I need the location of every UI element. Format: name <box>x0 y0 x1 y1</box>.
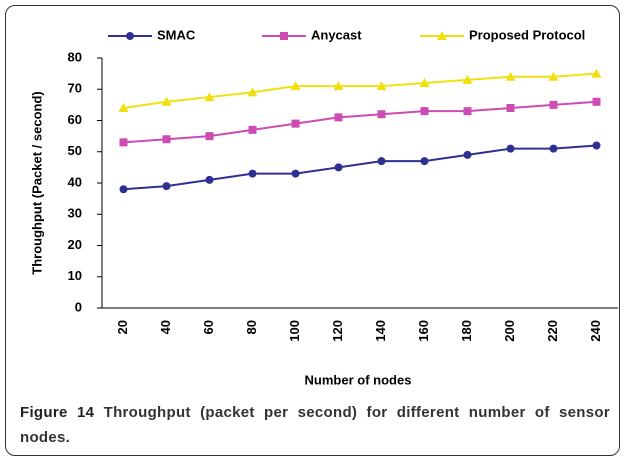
series-line <box>123 144 597 191</box>
marker <box>591 68 602 78</box>
y-tick-label: 80 <box>68 49 82 64</box>
x-tick-label: 40 <box>158 320 173 334</box>
x-tick-label: 160 <box>416 320 431 342</box>
marker <box>334 113 343 122</box>
marker <box>437 31 447 40</box>
x-tick-label: 240 <box>588 320 603 342</box>
y-tick-label: 0 <box>75 299 82 314</box>
x-tick-label: 60 <box>201 320 216 334</box>
marker <box>291 119 300 128</box>
marker <box>420 157 429 166</box>
series-line <box>123 72 597 109</box>
marker <box>118 103 129 112</box>
marker <box>162 135 171 144</box>
marker <box>548 71 559 81</box>
marker <box>592 141 601 150</box>
y-tick-label: 20 <box>68 237 82 252</box>
marker <box>247 87 258 97</box>
x-tick-label: 200 <box>502 320 517 342</box>
marker <box>248 169 257 178</box>
y-tick-label: 50 <box>68 143 82 158</box>
y-tick-label: 30 <box>68 206 82 221</box>
x-tick-label: 120 <box>330 320 345 342</box>
x-axis-label: Number of nodes <box>305 372 412 387</box>
figure-caption: Figure 14 Throughput (packet per second)… <box>20 400 610 450</box>
marker <box>376 81 387 91</box>
marker <box>290 81 301 91</box>
marker <box>119 185 128 194</box>
y-axis-label: Throughput (Packet / second) <box>29 91 44 274</box>
marker <box>420 107 429 116</box>
marker <box>419 78 430 87</box>
marker <box>592 97 601 106</box>
marker <box>161 96 172 106</box>
y-tick-label: 70 <box>68 81 82 96</box>
marker <box>280 32 288 40</box>
marker <box>506 104 515 112</box>
marker <box>505 71 516 81</box>
marker <box>549 144 558 153</box>
marker <box>334 163 343 172</box>
series-line <box>123 100 597 144</box>
marker <box>333 81 344 91</box>
marker <box>126 32 134 40</box>
marker <box>119 138 128 147</box>
x-tick-label: 80 <box>244 320 259 334</box>
legend-label: SMAC <box>157 27 196 42</box>
marker <box>463 107 472 116</box>
x-tick-label: 140 <box>373 320 388 342</box>
marker <box>462 74 473 84</box>
figure-frame <box>5 5 620 456</box>
marker <box>205 132 214 141</box>
marker <box>506 144 515 153</box>
x-tick-label: 180 <box>459 320 474 342</box>
chart: Number of nodes Throughput (Packet / sec… <box>29 27 618 387</box>
marker <box>291 169 300 178</box>
marker <box>377 110 386 119</box>
marker <box>549 100 558 109</box>
marker <box>162 182 171 191</box>
marker <box>204 92 215 102</box>
y-tick-label: 10 <box>68 268 82 283</box>
x-tick-label: 20 <box>115 320 130 334</box>
y-tick-label: 60 <box>68 112 82 127</box>
x-tick-label: 100 <box>287 320 302 342</box>
marker <box>248 125 257 134</box>
legend-label: Proposed Protocol <box>469 27 585 42</box>
legend-label: Anycast <box>311 27 362 42</box>
caption-label: Figure 14 <box>20 404 95 421</box>
x-tick-label: 220 <box>545 320 560 342</box>
marker <box>377 157 386 166</box>
marker <box>463 150 472 159</box>
y-tick-label: 40 <box>68 174 82 189</box>
marker <box>205 175 214 184</box>
caption-text: Throughput (packet per second) for diffe… <box>20 404 611 446</box>
